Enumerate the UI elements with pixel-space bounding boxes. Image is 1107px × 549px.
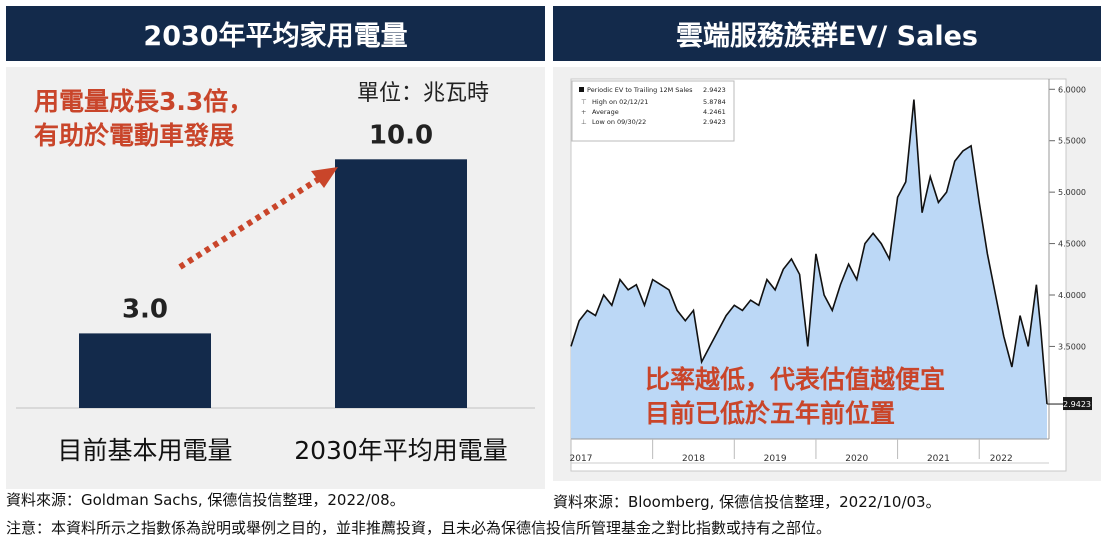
x-tick-label-2: 2019 (764, 454, 787, 464)
y-tick-label-2: 4.5000 (1058, 240, 1086, 249)
bar-value-label-1: 3.0 (122, 294, 168, 324)
right-chart-title: 雲端服務族群EV/ Sales (553, 6, 1101, 61)
y-tick-label-1: 4.0000 (1058, 291, 1086, 300)
bar-chart-svg: 3.0 目前基本用電量 10.0 2030年平均用電量 (16, 120, 535, 465)
x-tick-label-3: 2020 (845, 454, 868, 464)
y-tick-label-0: 3.5000 (1058, 342, 1086, 351)
legend-row-marker-0: ⊤ (581, 98, 587, 106)
valuation-annotation: 比率越低，代表估值越便宜 目前已低於五年前位置 (645, 363, 945, 431)
legend-row-marker-2: ⊥ (581, 118, 587, 126)
unit-label: 單位：兆瓦時 (357, 81, 490, 106)
category-label-1: 目前基本用電量 (57, 436, 232, 465)
growth-annotation-line-1: 用電量成長3.3倍， (34, 87, 254, 116)
legend-layer: Periodic EV to Trailing 12M Sales 2.9423 ⊤… (579, 86, 726, 126)
legend-row-value-1: 4.2461 (703, 108, 726, 116)
legend-row-label-1: Average (592, 108, 619, 116)
valuation-annotation-line-1: 比率越低，代表估值越便宜 (645, 365, 946, 394)
last-value-label: 2.9423 (1063, 400, 1091, 409)
valuation-annotation-line-2: 目前已低於五年前位置 (645, 399, 896, 428)
y-tick-label-5: 6.0000 (1058, 85, 1086, 94)
legend-box (571, 80, 735, 142)
x-tick-label-1: 2018 (682, 454, 705, 464)
bar-1 (79, 333, 211, 408)
ev-sales-chart-svg: 3.5000 4.0000 4.5000 5.0000 5.5000 6.0000 2.94… (570, 78, 1092, 472)
legend-series-swatch (579, 87, 584, 92)
legend-row-value-0: 5.8784 (703, 98, 726, 106)
x-tick-label-5: 2022 (990, 454, 1013, 464)
growth-annotation: 用電量成長3.3倍， 有助於電動車發展 (34, 85, 253, 153)
legend-row-marker-1: + (581, 108, 586, 116)
last-value-badge (1063, 397, 1092, 411)
series-area-fill (571, 99, 1047, 440)
right-chart-panel: 3.5000 4.0000 4.5000 5.0000 5.5000 6.0000 2.94… (553, 67, 1101, 481)
line-layer: 3.5000 4.0000 4.5000 5.0000 5.5000 6.0000 2.94… (570, 79, 1092, 464)
legend-row-label-0: High on 02/12/21 (592, 98, 648, 106)
bar-value-label-2: 10.0 (369, 120, 433, 150)
left-chart-title: 2030年平均家用電量 (6, 6, 545, 61)
left-chart-panel: 單位：兆瓦時 用電量成長3.3倍， 有助於電動車發展 3.0 目前基本用電量 10.… (6, 67, 545, 489)
right-source-text: 資料來源：Bloomberg, 保德信投信整理，2022/10/03。 (553, 493, 941, 511)
x-tick-label-0: 2017 (570, 454, 593, 464)
y-tick-label-3: 5.0000 (1058, 188, 1086, 197)
legend-row-value-2: 2.9423 (703, 118, 726, 126)
bar-layer: 3.0 目前基本用電量 10.0 2030年平均用電量 (57, 120, 507, 465)
legend-series-current: 2.9423 (703, 86, 726, 94)
growth-arrow (178, 167, 338, 270)
bar-2 (335, 159, 467, 408)
category-label-2: 2030年平均用電量 (294, 436, 508, 465)
growth-annotation-line-2: 有助於電動車發展 (34, 121, 235, 150)
legend-series-name: Periodic EV to Trailing 12M Sales (587, 86, 693, 94)
y-tick-label-4: 5.5000 (1058, 137, 1086, 146)
legend-row-label-2: Low on 09/30/22 (592, 118, 646, 126)
left-source-text: 資料來源：Goldman Sachs, 保德信投信整理，2022/08。 (6, 491, 405, 509)
series-line (570, 99, 1048, 405)
disclaimer-text: 注意：本資料所示之指數係為說明或舉例之目的，並非推薦投資，且未必為保德信投信所管… (6, 519, 832, 537)
x-tick-label-4: 2021 (927, 454, 950, 464)
